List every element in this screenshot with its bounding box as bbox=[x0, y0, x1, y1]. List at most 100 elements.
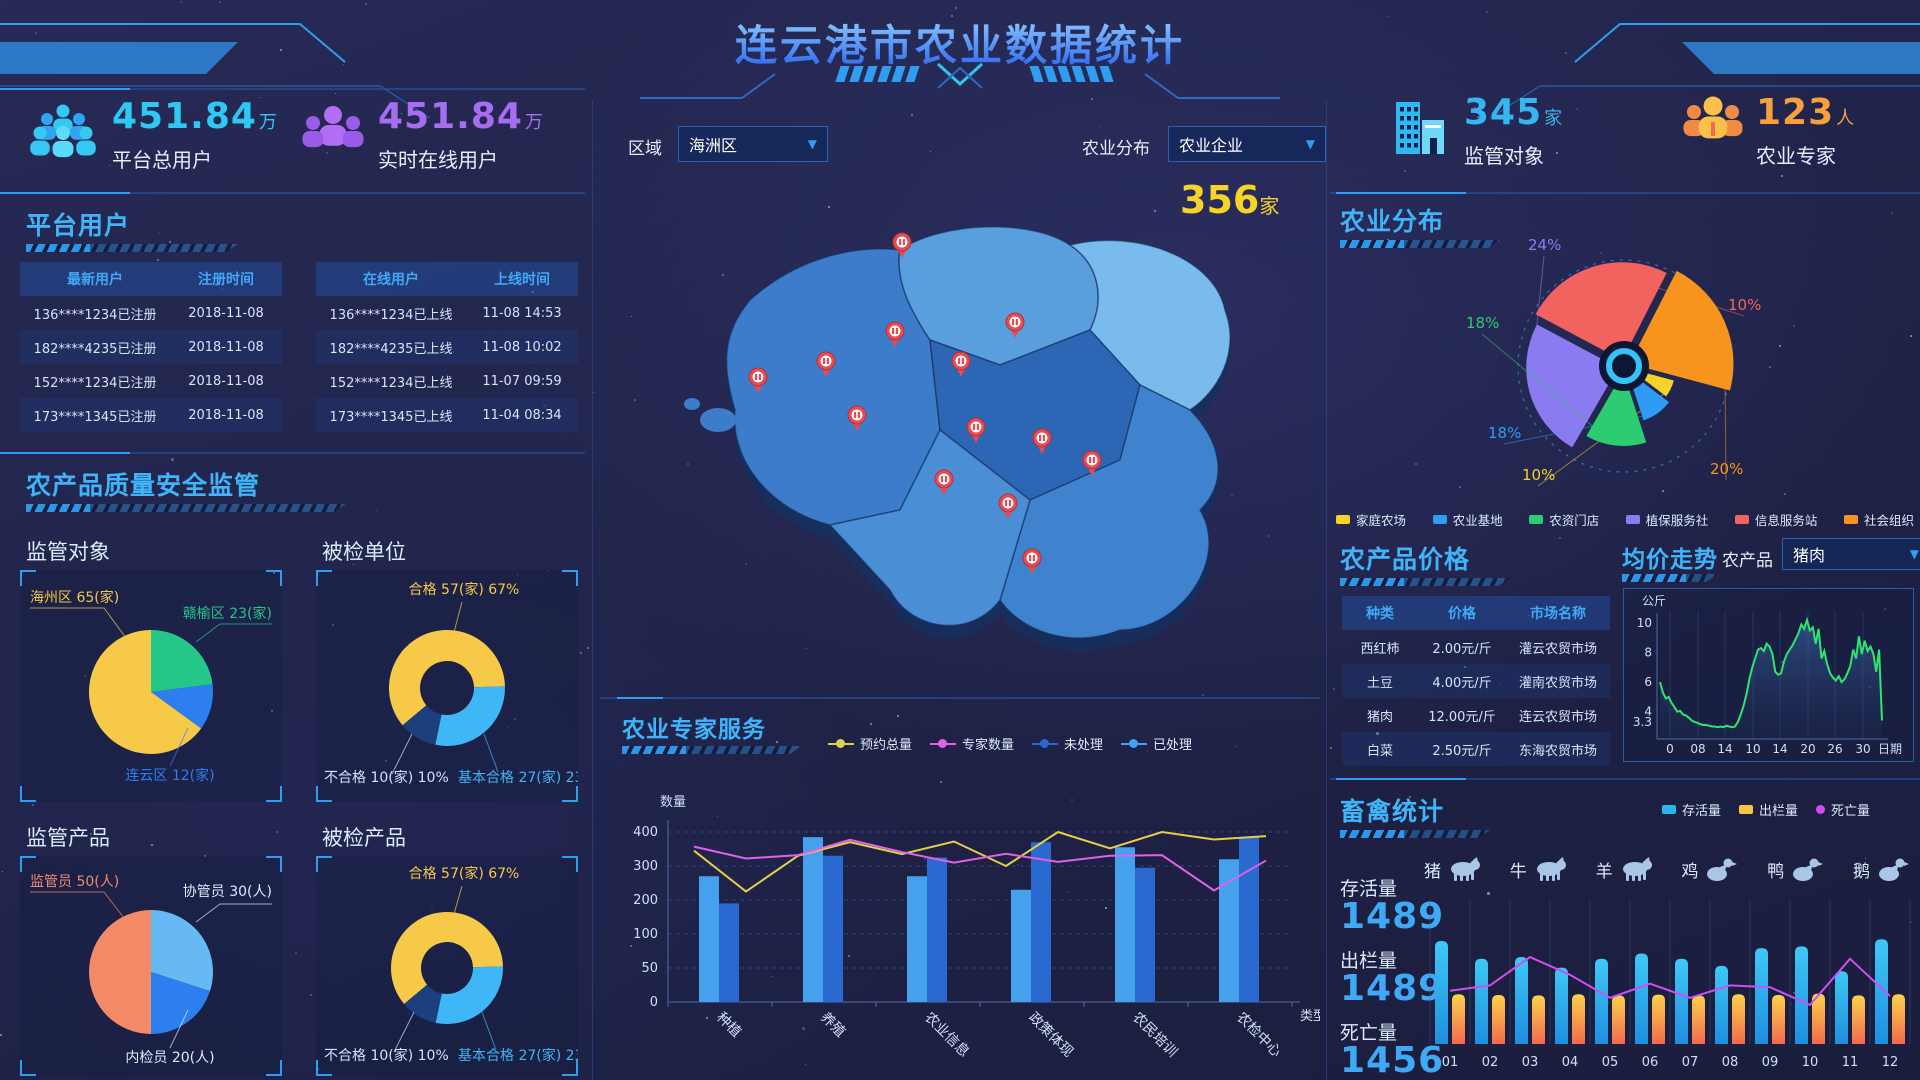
legend-item[interactable]: 专家数量 bbox=[930, 734, 1014, 753]
bar-slaughter[interactable] bbox=[1492, 995, 1505, 1044]
map-marker-pin[interactable] bbox=[966, 417, 986, 443]
bar-survive[interactable] bbox=[1555, 967, 1568, 1044]
legend-item[interactable]: 预约总量 bbox=[828, 734, 912, 753]
legend-item[interactable]: 已处理 bbox=[1121, 734, 1192, 753]
legend-item[interactable]: 存活量 bbox=[1662, 800, 1721, 819]
map-marker-pin[interactable] bbox=[847, 405, 867, 431]
bar-survive[interactable] bbox=[1875, 939, 1888, 1044]
legend-item[interactable]: 未处理 bbox=[1032, 734, 1103, 753]
x-category-label: 农检中心 bbox=[1233, 1010, 1284, 1061]
bar-slaughter[interactable] bbox=[1652, 994, 1665, 1044]
bar-done[interactable] bbox=[1219, 859, 1239, 1002]
legend-item[interactable]: 社会组织 bbox=[1843, 510, 1914, 529]
map-marker-pin[interactable] bbox=[1082, 450, 1102, 476]
pie-slice[interactable] bbox=[151, 910, 213, 992]
bar-slaughter[interactable] bbox=[1572, 994, 1585, 1044]
bar-survive[interactable] bbox=[1835, 971, 1848, 1044]
legend-item[interactable]: 农业基地 bbox=[1432, 510, 1503, 529]
legend-item[interactable]: 家庭农场 bbox=[1336, 510, 1406, 529]
bar-done[interactable] bbox=[803, 837, 823, 1002]
bar-done[interactable] bbox=[1115, 847, 1135, 1002]
bar-survive[interactable] bbox=[1515, 957, 1528, 1044]
map-marker-pin[interactable] bbox=[892, 232, 912, 258]
bar-survive[interactable] bbox=[1715, 965, 1728, 1044]
animal-tab-6[interactable]: 鹅 bbox=[1853, 856, 1910, 882]
product-select[interactable]: 猪肉 ▼ bbox=[1782, 538, 1920, 570]
bar-slaughter[interactable] bbox=[1852, 995, 1865, 1044]
bar-slaughter[interactable] bbox=[1892, 994, 1905, 1044]
bar-pending[interactable] bbox=[719, 903, 739, 1002]
legend-item[interactable]: 死亡量 bbox=[1816, 800, 1870, 819]
city-map[interactable] bbox=[600, 168, 1320, 728]
pie-slice[interactable] bbox=[391, 912, 503, 1004]
bar-survive[interactable] bbox=[1675, 958, 1688, 1044]
pie-slice[interactable] bbox=[435, 686, 505, 746]
bar-slaughter[interactable] bbox=[1732, 994, 1745, 1044]
rose-slice[interactable] bbox=[1526, 324, 1619, 448]
slice-label: 监管员 50(人) bbox=[30, 874, 119, 890]
bar-pending[interactable] bbox=[1239, 837, 1259, 1002]
bar-slaughter[interactable] bbox=[1612, 995, 1625, 1044]
rose-percent-label: 10% bbox=[1728, 296, 1761, 314]
map-marker-pin[interactable] bbox=[1032, 428, 1052, 454]
map-marker-pin[interactable] bbox=[951, 351, 971, 377]
map-marker-pin[interactable] bbox=[885, 321, 905, 347]
pie-slice[interactable] bbox=[435, 966, 503, 1024]
distribution-select[interactable]: 农业企业 ▼ bbox=[1168, 126, 1326, 162]
bar-survive[interactable] bbox=[1635, 953, 1648, 1044]
map-marker-pin[interactable] bbox=[1005, 312, 1025, 338]
region-select[interactable]: 海洲区 ▼ bbox=[678, 126, 828, 162]
label-leader-line bbox=[195, 623, 272, 643]
pie-slice[interactable] bbox=[151, 630, 213, 692]
legend-item[interactable]: 农资门店 bbox=[1529, 510, 1599, 529]
map-marker-pin[interactable] bbox=[748, 367, 768, 393]
bar-slaughter[interactable] bbox=[1772, 995, 1785, 1044]
bar-pending[interactable] bbox=[1031, 842, 1051, 1002]
map-marker-pin[interactable] bbox=[934, 469, 954, 495]
bar-slaughter[interactable] bbox=[1812, 993, 1825, 1044]
map-marker-pin[interactable] bbox=[1022, 548, 1042, 574]
map-district[interactable] bbox=[828, 428, 1031, 627]
label-leader-line bbox=[1529, 255, 1545, 394]
rose-slice[interactable] bbox=[1586, 371, 1647, 446]
pie-slice[interactable] bbox=[89, 910, 151, 1034]
map-district[interactable] bbox=[999, 383, 1219, 639]
animal-tab-1[interactable]: 猪 bbox=[1424, 856, 1481, 882]
legend-item[interactable]: 信息服务站 bbox=[1734, 510, 1817, 529]
label-leader-line bbox=[391, 733, 413, 775]
header-decoration bbox=[0, 23, 1920, 119]
bar-survive[interactable] bbox=[1435, 941, 1448, 1044]
pie-slice[interactable] bbox=[389, 630, 505, 726]
bar-slaughter[interactable] bbox=[1692, 995, 1705, 1044]
map-marker-pin[interactable] bbox=[998, 493, 1018, 519]
map-marker-pin[interactable] bbox=[816, 351, 836, 377]
bar-done[interactable] bbox=[1011, 889, 1031, 1002]
rose-slice[interactable] bbox=[1535, 262, 1667, 361]
animal-tab-4[interactable]: 鸡 bbox=[1681, 856, 1738, 882]
month-label: 04 bbox=[1562, 1055, 1579, 1070]
bar-done[interactable] bbox=[907, 876, 927, 1002]
legend-item[interactable]: 出栏量 bbox=[1739, 800, 1798, 819]
bar-survive[interactable] bbox=[1595, 958, 1608, 1044]
rose-slice[interactable] bbox=[1629, 270, 1734, 391]
pie-slice[interactable] bbox=[88, 630, 202, 754]
pie-slice[interactable] bbox=[404, 984, 442, 1023]
animal-tab-3[interactable]: 羊 bbox=[1596, 856, 1653, 882]
bar-survive[interactable] bbox=[1795, 946, 1808, 1044]
bar-pending[interactable] bbox=[823, 855, 843, 1002]
map-district[interactable] bbox=[1068, 239, 1231, 411]
pie-slice[interactable] bbox=[151, 972, 210, 1034]
bar-survive[interactable] bbox=[1475, 958, 1488, 1044]
legend-item[interactable]: 植保服务社 bbox=[1625, 510, 1708, 529]
pie-slice[interactable] bbox=[402, 705, 442, 745]
pie-slice[interactable] bbox=[151, 684, 213, 729]
bar-slaughter[interactable] bbox=[1532, 995, 1545, 1044]
bar-pending[interactable] bbox=[927, 857, 947, 1003]
bar-done[interactable] bbox=[699, 876, 719, 1002]
animal-tab-5[interactable]: 鸭 bbox=[1767, 856, 1824, 882]
section-livestock: 畜禽统计 bbox=[1340, 797, 1445, 826]
bar-pending[interactable] bbox=[1135, 867, 1155, 1002]
bar-survive[interactable] bbox=[1755, 948, 1768, 1044]
animal-tab-2[interactable]: 牛 bbox=[1510, 856, 1567, 882]
bar-slaughter[interactable] bbox=[1452, 994, 1465, 1044]
